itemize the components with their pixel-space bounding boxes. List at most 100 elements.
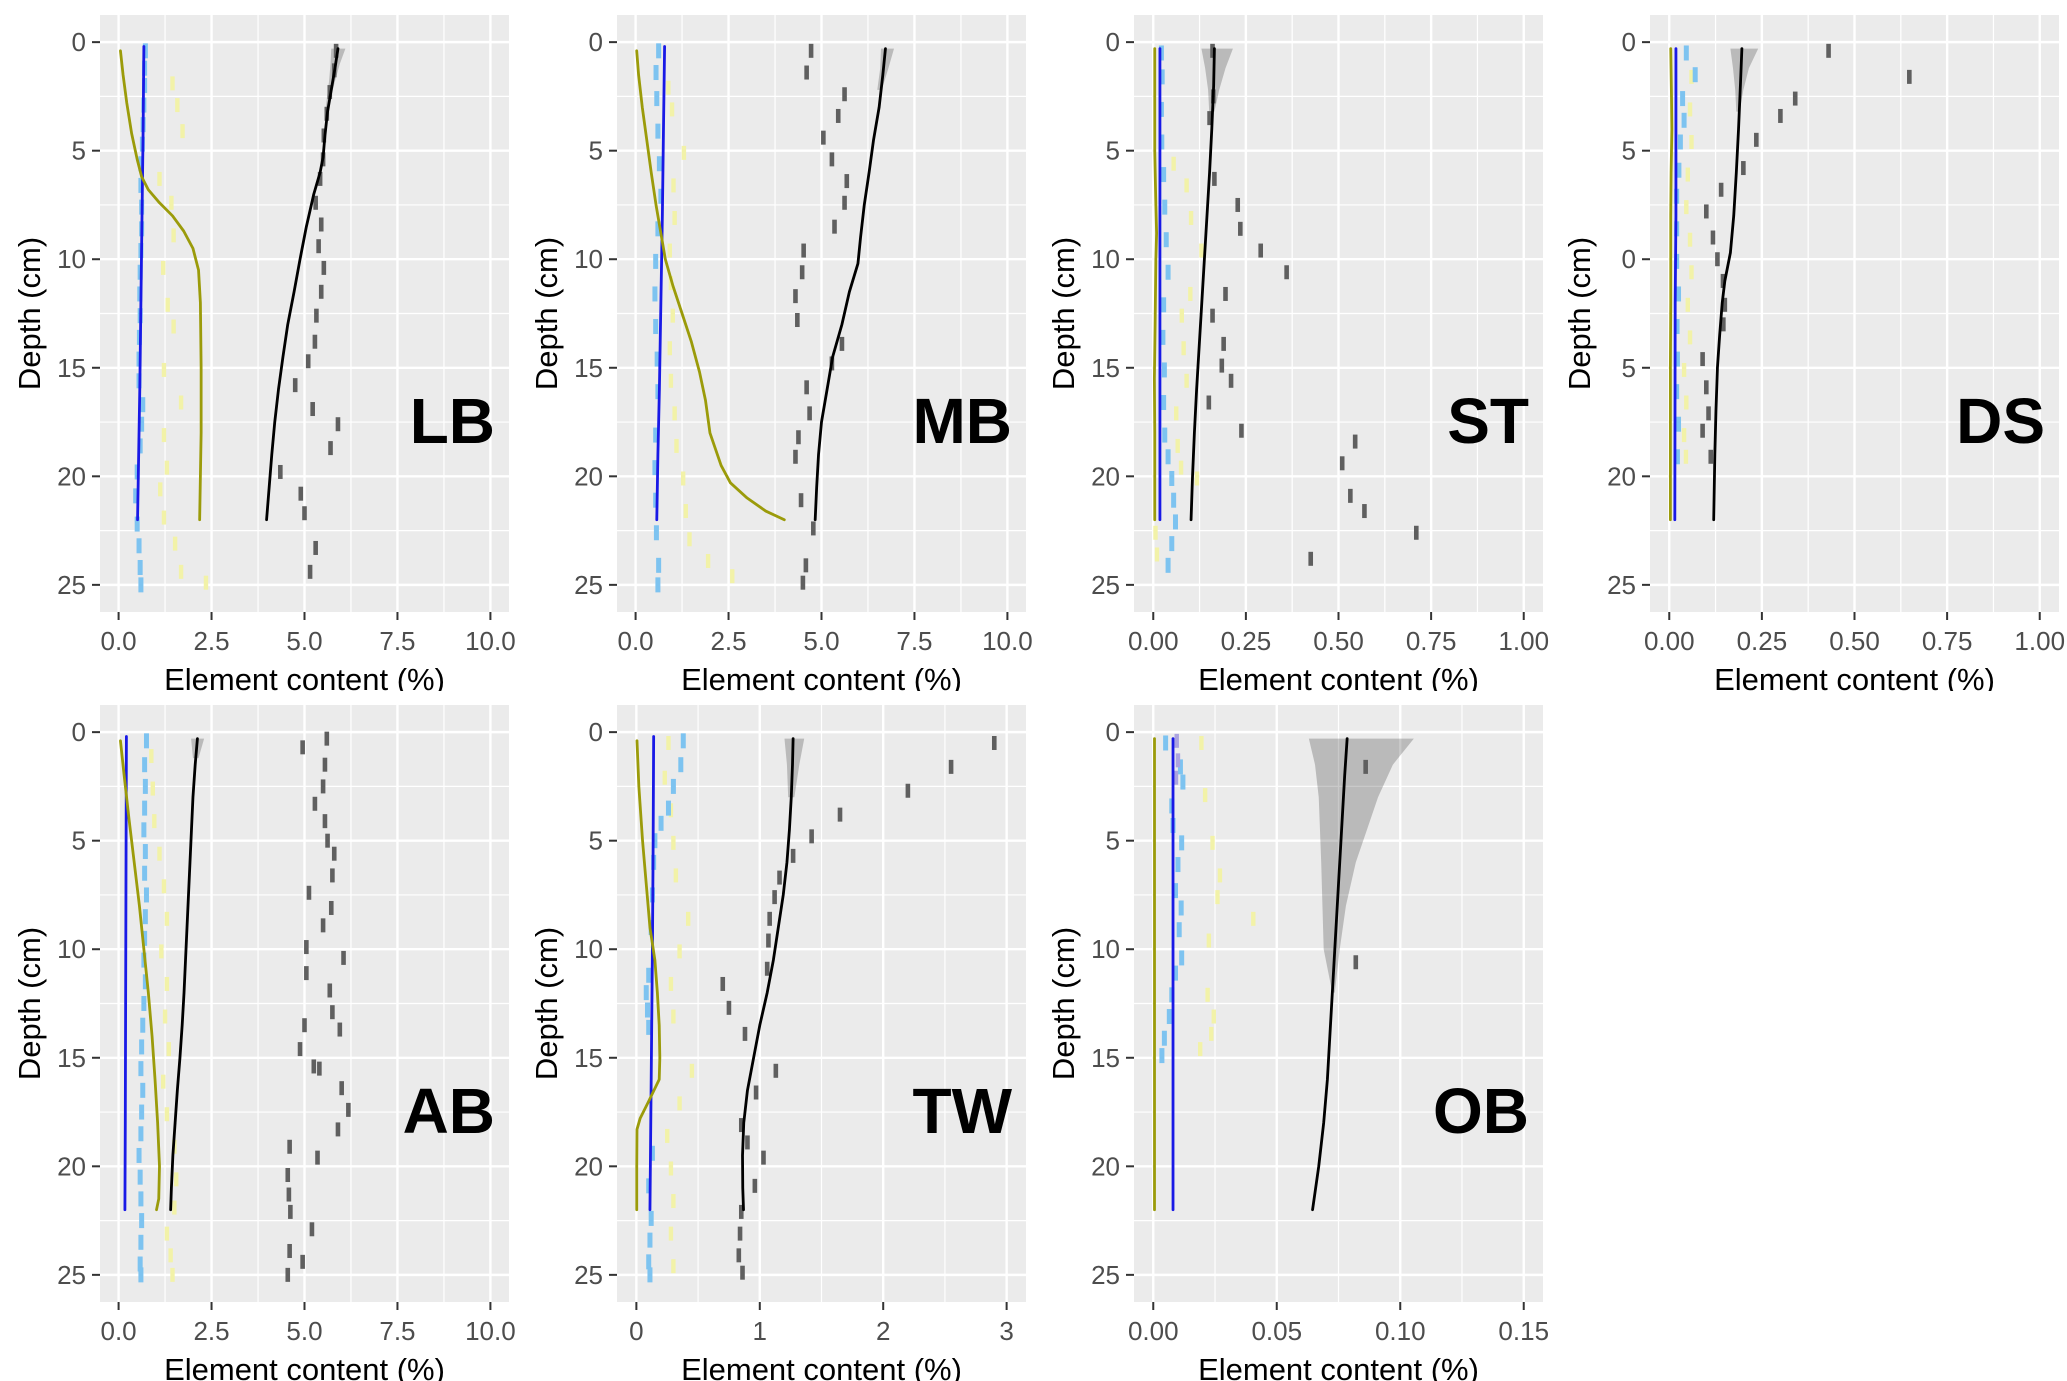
observation-dash-yellow xyxy=(174,1172,179,1187)
observation-dash-gray xyxy=(300,740,305,755)
observation-dash-yellow xyxy=(161,260,166,275)
observation-dash-gray xyxy=(1353,955,1359,970)
observation-dash-yellow xyxy=(665,1128,670,1143)
y-axis-title: Depth (cm) xyxy=(12,237,47,390)
observation-dash-lightblue xyxy=(1169,470,1175,486)
x-tick-label: 0.00 xyxy=(1128,626,1179,656)
observation-dash-gray xyxy=(1239,423,1244,438)
observation-dash-yellow xyxy=(1199,243,1204,258)
observation-dash-gray xyxy=(835,108,841,123)
observation-dash-gray xyxy=(1754,132,1759,147)
panel-site-label: DS xyxy=(1956,385,2045,457)
observation-dash-lightblue xyxy=(138,1126,144,1142)
observation-dash-yellow xyxy=(1210,835,1215,850)
y-tick-label: 5 xyxy=(72,136,86,166)
observation-dash-yellow xyxy=(666,735,671,750)
observation-dash-gray xyxy=(1413,525,1419,540)
y-tick-label: 0 xyxy=(72,717,86,747)
observation-dash-gray xyxy=(804,380,809,395)
observation-dash-gray xyxy=(311,1059,317,1074)
observation-dash-yellow xyxy=(1174,406,1179,421)
observation-dash-gray xyxy=(773,1063,779,1078)
y-tick-label: 5 xyxy=(72,826,86,856)
observation-dash-gray xyxy=(335,417,341,432)
y-tick-label: 10 xyxy=(574,244,603,274)
chart-panel-DS: 0.00 0.25 0.50 0.75 1.00 0 5 0 5 20 25 Element cont… xyxy=(1562,15,2065,691)
observation-dash-gray xyxy=(1238,221,1243,236)
observation-dash-lightblue xyxy=(1677,134,1683,150)
y-tick-label: 15 xyxy=(1091,353,1120,383)
y-tick-label: 25 xyxy=(1091,570,1120,600)
observation-dash-lightblue xyxy=(1680,91,1686,107)
x-tick-label: 7.5 xyxy=(896,626,932,656)
observation-dash-yellow xyxy=(1211,1009,1216,1024)
observation-dash-yellow xyxy=(165,297,170,312)
x-tick-label: 0.05 xyxy=(1251,1316,1302,1346)
observation-dash-yellow xyxy=(670,308,675,323)
observation-dash-lightblue xyxy=(1681,112,1687,128)
observation-dash-gray xyxy=(738,1118,744,1133)
observation-dash-yellow xyxy=(666,80,671,95)
observation-dash-gray xyxy=(808,43,814,58)
observation-dash-yellow xyxy=(161,1074,166,1089)
observation-dash-yellow xyxy=(170,76,175,91)
observation-dash-yellow xyxy=(161,362,167,377)
panel-site-label: MB xyxy=(912,385,1012,457)
observation-dash-yellow xyxy=(172,536,178,551)
observation-dash-gray xyxy=(1223,286,1228,301)
observation-dash-lightblue xyxy=(134,516,140,532)
observation-dash-lightblue xyxy=(140,397,146,413)
x-tick-label: 0.25 xyxy=(1737,626,1788,656)
observation-dash-lightblue xyxy=(139,416,145,432)
observation-dash-gray xyxy=(322,757,328,772)
observation-dash-lightblue xyxy=(141,996,147,1011)
observation-dash-gray xyxy=(793,289,798,304)
observation-dash-lightblue xyxy=(1161,395,1167,411)
observation-dash-gray xyxy=(798,493,804,508)
y-tick-label: 25 xyxy=(574,570,603,600)
panel-site-label: TW xyxy=(913,1075,1013,1147)
observation-dash-lightblue xyxy=(656,156,662,172)
observation-dash-lightblue xyxy=(142,43,148,59)
observation-dash-lightblue xyxy=(1165,264,1171,280)
observation-dash-lightblue xyxy=(646,1178,652,1194)
observation-dash-gray xyxy=(346,1102,351,1117)
observation-dash-gray xyxy=(312,334,318,349)
observation-dash-gray xyxy=(1206,395,1212,410)
x-tick-label: 0.25 xyxy=(1221,626,1272,656)
observation-dash-gray xyxy=(321,260,327,275)
observation-dash-lightblue xyxy=(140,1017,146,1033)
observation-dash-lightblue xyxy=(1674,384,1680,400)
observation-dash-gray xyxy=(1718,182,1724,197)
observation-dash-lightblue xyxy=(652,833,658,849)
observation-dash-yellow xyxy=(1685,167,1690,182)
x-tick-label: 10.0 xyxy=(465,626,516,656)
observation-dash-lightblue xyxy=(1179,950,1185,966)
y-tick-label: 15 xyxy=(57,1043,86,1073)
observation-dash-lightblue xyxy=(142,800,148,816)
observation-dash-yellow xyxy=(1209,1026,1214,1041)
observation-dash-gray xyxy=(1221,336,1226,351)
observation-dash-yellow xyxy=(677,1096,682,1111)
observation-dash-lightblue xyxy=(1180,774,1186,790)
chart-panel-TW: 0 1 2 3 0 5 10 15 20 25 Element content (%) Depth (… xyxy=(529,705,1026,1381)
observation-dash-lightblue xyxy=(138,156,144,172)
observation-dash-lightblue xyxy=(678,757,684,773)
observation-dash-lightblue xyxy=(1178,900,1184,916)
observation-dash-gray xyxy=(1207,111,1212,126)
y-tick-label: 25 xyxy=(1091,1260,1120,1290)
x-tick-label: 0.50 xyxy=(1313,626,1364,656)
x-tick-label: 0.75 xyxy=(1922,626,1973,656)
y-tick-label: 10 xyxy=(57,934,86,964)
observation-dash-yellow xyxy=(157,846,162,861)
observation-dash-lavender xyxy=(1175,753,1181,768)
x-tick-label: 0.0 xyxy=(101,1316,137,1346)
observation-dash-lightblue xyxy=(142,974,148,990)
observation-dash-gray xyxy=(829,152,835,167)
observation-dash-lightblue xyxy=(138,1191,144,1207)
observation-dash-lightblue xyxy=(1158,45,1164,61)
observation-dash-yellow xyxy=(1687,232,1693,247)
observation-dash-gray xyxy=(1907,69,1912,84)
panel-site-label: ST xyxy=(1447,385,1529,457)
observation-dash-yellow xyxy=(662,770,667,785)
